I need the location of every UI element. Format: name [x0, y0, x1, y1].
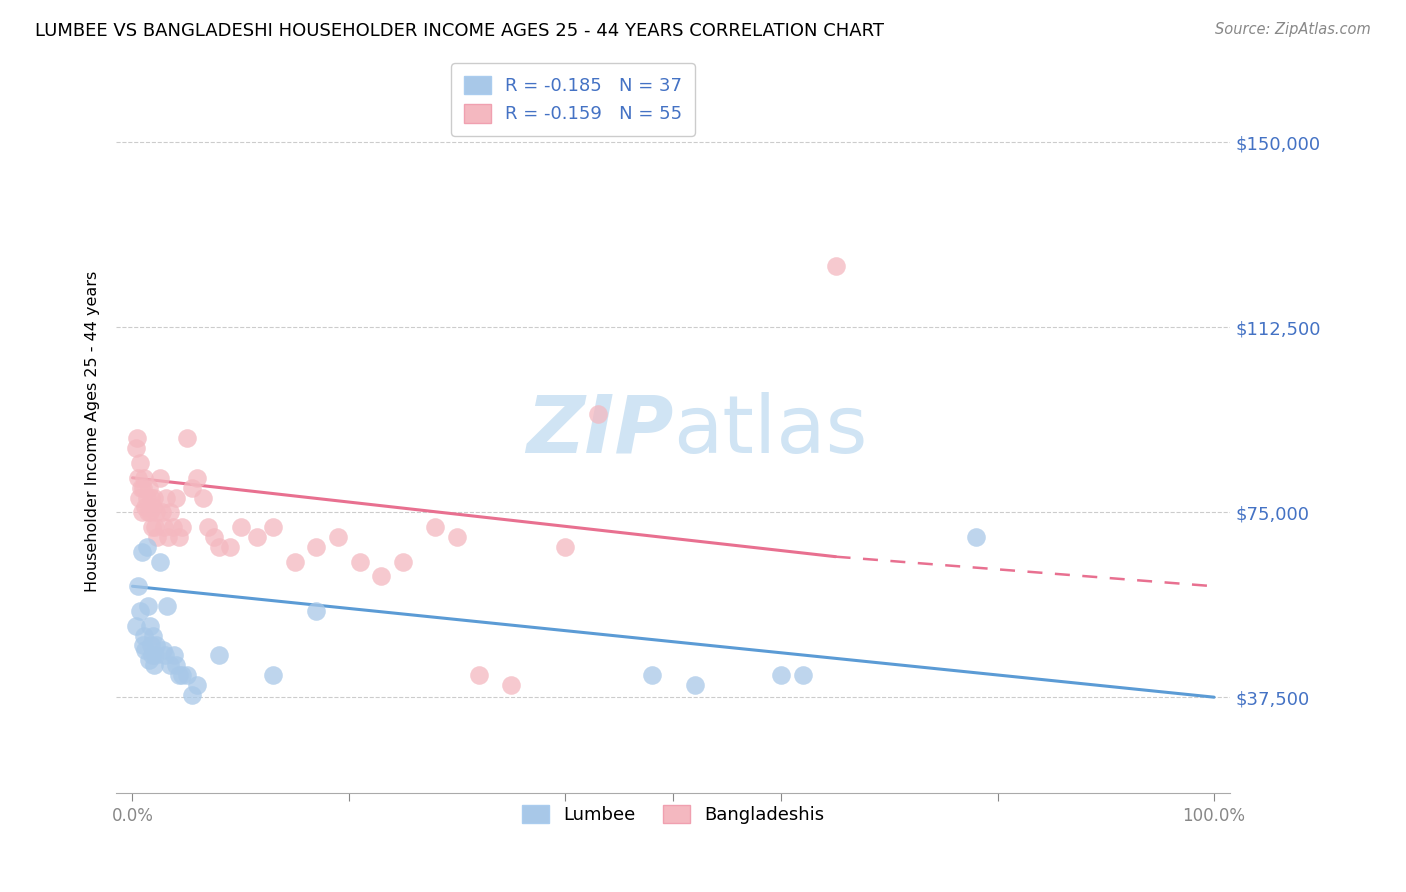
Point	[165, 658, 187, 673]
Point	[155, 491, 177, 505]
Point	[326, 530, 349, 544]
Point	[138, 653, 160, 667]
Point	[152, 643, 174, 657]
Point	[139, 505, 162, 519]
Point	[127, 579, 149, 593]
Point	[172, 668, 194, 682]
Point	[129, 604, 152, 618]
Point	[499, 678, 522, 692]
Point	[150, 505, 173, 519]
Text: Source: ZipAtlas.com: Source: ZipAtlas.com	[1215, 22, 1371, 37]
Point	[554, 540, 576, 554]
Point	[143, 648, 166, 663]
Point	[262, 520, 284, 534]
Point	[134, 500, 156, 515]
Point	[262, 668, 284, 682]
Point	[134, 629, 156, 643]
Point	[392, 555, 415, 569]
Point	[162, 520, 184, 534]
Point	[467, 668, 489, 682]
Point	[136, 505, 159, 519]
Point	[640, 668, 662, 682]
Text: ZIP: ZIP	[526, 392, 673, 470]
Point	[156, 599, 179, 613]
Point	[284, 555, 307, 569]
Point	[965, 530, 987, 544]
Point	[202, 530, 225, 544]
Point	[153, 520, 176, 534]
Point	[792, 668, 814, 682]
Point	[134, 643, 156, 657]
Point	[125, 441, 148, 455]
Point	[586, 407, 609, 421]
Point	[132, 639, 155, 653]
Point	[167, 668, 190, 682]
Point	[138, 481, 160, 495]
Point	[153, 648, 176, 663]
Point	[167, 530, 190, 544]
Point	[139, 491, 162, 505]
Point	[135, 491, 157, 505]
Point	[131, 545, 153, 559]
Point	[139, 618, 162, 632]
Point	[145, 639, 167, 653]
Point	[143, 520, 166, 534]
Point	[148, 555, 170, 569]
Point	[145, 505, 167, 519]
Point	[141, 648, 163, 663]
Point	[139, 639, 162, 653]
Point	[176, 668, 198, 682]
Text: atlas: atlas	[673, 392, 868, 470]
Point	[683, 678, 706, 692]
Point	[135, 540, 157, 554]
Point	[191, 491, 214, 505]
Point	[186, 678, 208, 692]
Point	[148, 471, 170, 485]
Point	[246, 530, 269, 544]
Point	[129, 481, 152, 495]
Point	[181, 481, 204, 495]
Point	[218, 540, 240, 554]
Point	[159, 658, 181, 673]
Point	[143, 658, 166, 673]
Point	[125, 618, 148, 632]
Point	[446, 530, 468, 544]
Point	[229, 520, 252, 534]
Point	[136, 599, 159, 613]
Point	[162, 648, 184, 663]
Point	[186, 471, 208, 485]
Point	[128, 491, 150, 505]
Point	[305, 540, 328, 554]
Point	[176, 431, 198, 445]
Point	[134, 471, 156, 485]
Point	[127, 471, 149, 485]
Y-axis label: Householder Income Ages 25 - 44 years: Householder Income Ages 25 - 44 years	[86, 270, 100, 591]
Point	[159, 505, 181, 519]
Legend: Lumbee, Bangladeshis: Lumbee, Bangladeshis	[512, 794, 835, 835]
Point	[197, 520, 219, 534]
Point	[129, 456, 152, 470]
Point	[824, 259, 846, 273]
Point	[349, 555, 371, 569]
Point	[305, 604, 328, 618]
Point	[172, 520, 194, 534]
Point	[165, 491, 187, 505]
Point	[142, 500, 165, 515]
Point	[425, 520, 447, 534]
Point	[141, 520, 163, 534]
Point	[208, 540, 231, 554]
Point	[142, 629, 165, 643]
Point	[157, 530, 180, 544]
Point	[125, 431, 148, 445]
Point	[132, 481, 155, 495]
Point	[208, 648, 231, 663]
Text: LUMBEE VS BANGLADESHI HOUSEHOLDER INCOME AGES 25 - 44 YEARS CORRELATION CHART: LUMBEE VS BANGLADESHI HOUSEHOLDER INCOME…	[35, 22, 884, 40]
Point	[181, 688, 204, 702]
Point	[146, 530, 169, 544]
Point	[770, 668, 793, 682]
Point	[370, 569, 392, 583]
Point	[131, 505, 153, 519]
Point	[143, 491, 166, 505]
